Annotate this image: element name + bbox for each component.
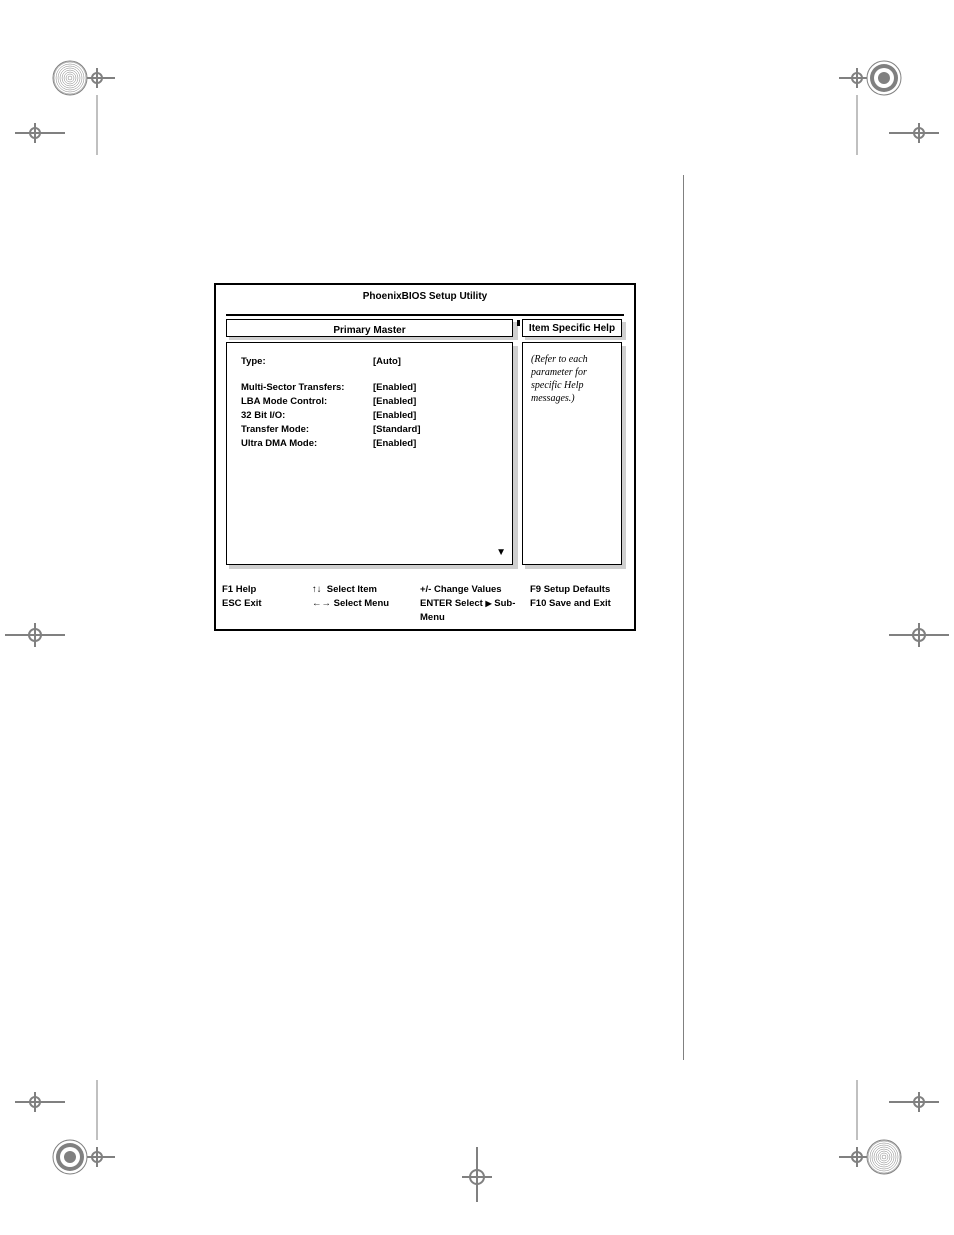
help-panel-header: Item Specific Help <box>523 320 621 334</box>
setting-row[interactable]: Multi-Sector Transfers:[Enabled] <box>241 381 498 395</box>
settings-panel: Primary Master Type:[Auto]Multi-Sector T… <box>226 314 518 569</box>
setting-row[interactable]: Transfer Mode:[Standard] <box>241 423 498 437</box>
registration-mark-bottom-left <box>15 1080 115 1200</box>
key-f9-defaults: F9 Setup Defaults <box>530 583 628 597</box>
registration-mark-top-right <box>839 35 939 155</box>
help-text: (Refer to each parameter for specific He… <box>523 343 621 415</box>
setting-row[interactable]: Ultra DMA Mode:[Enabled] <box>241 437 498 451</box>
setting-value[interactable]: [Enabled] <box>373 409 498 423</box>
setting-row[interactable]: LBA Mode Control:[Enabled] <box>241 395 498 409</box>
key-change-values: +/- Change Values <box>420 583 530 597</box>
bios-title: PhoenixBIOS Setup Utility <box>216 285 634 308</box>
page-edge-guide <box>683 175 684 1060</box>
setting-value[interactable]: [Enabled] <box>373 381 498 395</box>
setting-value[interactable]: [Standard] <box>373 423 498 437</box>
key-select-menu: ←→ Select Menu <box>312 597 420 611</box>
setting-row[interactable]: Type:[Auto] <box>241 355 498 369</box>
key-enter-submenu: ENTER Select ▶ Sub-Menu <box>420 597 530 625</box>
setting-label: Transfer Mode: <box>241 423 373 437</box>
setting-label: 32 Bit I/O: <box>241 409 373 423</box>
key-f10-save: F10 Save and Exit <box>530 597 628 611</box>
setting-label: LBA Mode Control: <box>241 395 373 409</box>
setting-label: Multi-Sector Transfers: <box>241 381 373 395</box>
help-panel: Item Specific Help (Refer to each parame… <box>518 314 624 569</box>
leftright-arrows-icon: ←→ <box>312 598 331 609</box>
setting-value[interactable]: [Enabled] <box>373 437 498 451</box>
setting-row[interactable]: 32 Bit I/O:[Enabled] <box>241 409 498 423</box>
bios-body: Primary Master Type:[Auto]Multi-Sector T… <box>226 314 624 569</box>
registration-mark-bottom-center <box>447 1147 507 1217</box>
registration-mark-bottom-right <box>839 1080 939 1200</box>
submenu-arrow-icon: ▶ <box>485 599 491 608</box>
bios-window: PhoenixBIOS Setup Utility Primary Master… <box>214 283 636 631</box>
document-page: PhoenixBIOS Setup Utility Primary Master… <box>0 0 954 1235</box>
key-select-item: ↑↓ Select Item <box>312 583 420 597</box>
updown-arrows-icon: ↑↓ <box>312 584 322 595</box>
settings-list: Type:[Auto]Multi-Sector Transfers:[Enabl… <box>227 343 512 463</box>
registration-mark-mid-right <box>889 620 949 650</box>
setting-value[interactable]: [Auto] <box>373 355 498 369</box>
setting-value[interactable]: [Enabled] <box>373 395 498 409</box>
registration-mark-top-left <box>15 35 115 155</box>
settings-panel-header: Primary Master <box>227 320 512 342</box>
registration-mark-mid-left <box>5 620 65 650</box>
key-f1-help: F1 Help <box>222 583 312 597</box>
setting-label: Ultra DMA Mode: <box>241 437 373 451</box>
setting-label: Type: <box>241 355 373 369</box>
key-help-bar: F1 Help ESC Exit ↑↓ Select Item ←→ Selec… <box>216 579 634 629</box>
key-esc-exit: ESC Exit <box>222 597 312 611</box>
scroll-down-indicator: ▼ <box>496 547 506 558</box>
